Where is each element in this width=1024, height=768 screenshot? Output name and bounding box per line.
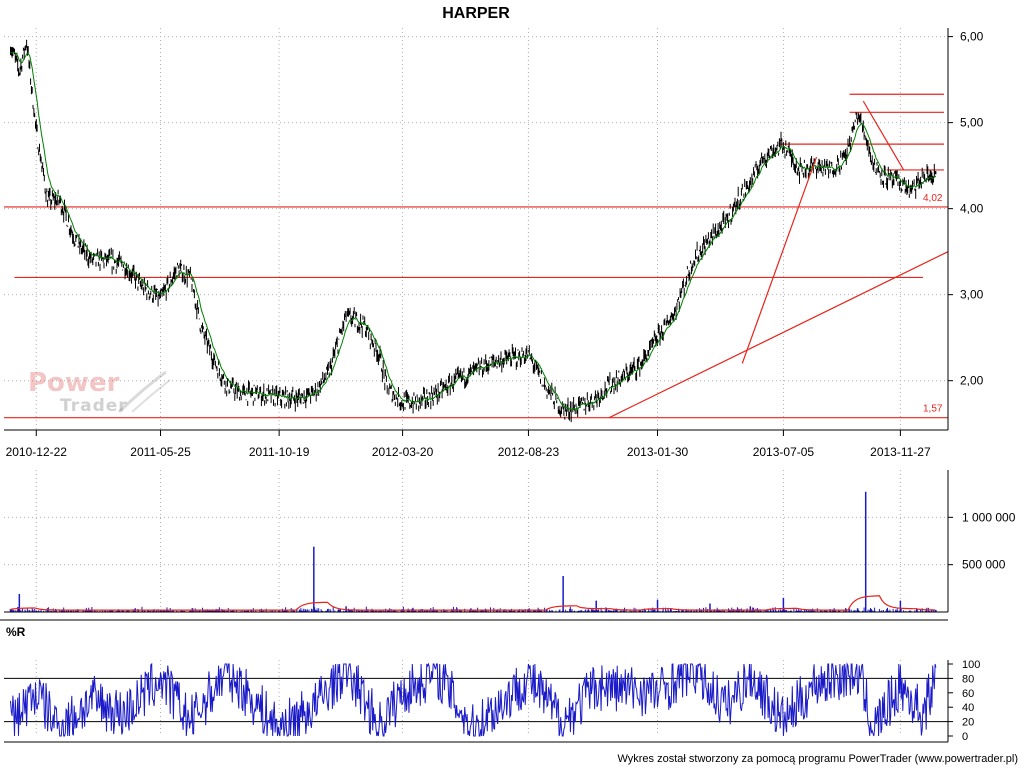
- price-annotations: 4,02 1,57: [923, 193, 943, 415]
- volume-bars: [9, 491, 937, 612]
- williams-r-y-ticks: 100 80 60 40 20 0: [948, 659, 980, 743]
- volume-average: [10, 595, 936, 611]
- volume-tick-label: 500 000: [962, 558, 1006, 572]
- date-axis: 2010-12-22 2011-05-25 2011-10-19 2012-03-20…: [6, 430, 931, 459]
- date-tick-label: 2010-12-22: [6, 445, 68, 459]
- logo-swoosh-icon: [117, 370, 171, 414]
- volume-grid: [4, 470, 948, 612]
- date-tick-label: 2011-05-25: [130, 445, 191, 459]
- powertrader-logo: Power Trader: [24, 368, 174, 424]
- volume-average-line: [10, 595, 936, 611]
- date-tick-label: 2013-01-30: [627, 445, 689, 459]
- logo-trader-text: Trader: [60, 396, 128, 416]
- price-tick-label: 4,00: [960, 202, 984, 216]
- williams-r-tick-label: 80: [962, 673, 974, 685]
- williams-r-panel: %R 100 80 60 40 20 0: [0, 619, 980, 743]
- logo-power-text: Power: [28, 368, 120, 398]
- price-y-ticks: 6,00 5,00 4,00 3,00 2,00: [948, 30, 984, 388]
- price-panel: 6,00 5,00 4,00 3,00 2,00 4,02 1,57: [4, 28, 984, 431]
- price-annotation-label: 4,02: [923, 193, 943, 204]
- price-tick-label: 3,00: [960, 288, 984, 302]
- date-tick-label: 2012-08-23: [498, 445, 560, 459]
- williams-r-tick-label: 40: [962, 702, 974, 714]
- williams-r-tick-label: 0: [962, 731, 968, 743]
- trend-line: [862, 100, 905, 171]
- price-tick-label: 2,00: [960, 374, 984, 388]
- indicator-title: %R: [6, 625, 26, 639]
- date-tick-label: 2011-10-19: [249, 445, 310, 459]
- trend-line: [741, 156, 818, 364]
- price-horizontal-lines: [4, 93, 948, 419]
- price-series: [10, 39, 937, 423]
- price-trendlines: [608, 100, 949, 419]
- date-tick-label: 2012-03-20: [372, 445, 434, 459]
- volume-tick-label: 1 000 000: [962, 510, 1016, 524]
- williams-r-series: [10, 662, 937, 737]
- volume-panel: 1 000 000 500 000: [4, 470, 1016, 613]
- price-tick-label: 6,00: [960, 30, 984, 44]
- williams-r-tick-label: 20: [962, 717, 974, 729]
- williams-r-line: [10, 662, 937, 737]
- williams-r-tick-label: 60: [962, 688, 974, 700]
- williams-r-tick-label: 100: [962, 659, 980, 671]
- price-moving-average: [10, 51, 937, 411]
- date-tick-label: 2013-11-27: [870, 445, 931, 459]
- volume-y-ticks: 1 000 000 500 000: [948, 510, 1016, 572]
- footer-credit: Wykres został stworzony za pomocą progra…: [617, 753, 1018, 765]
- price-tick-label: 5,00: [960, 116, 984, 130]
- price-bars: [10, 39, 937, 423]
- date-tick-label: 2013-07-05: [753, 445, 815, 459]
- price-grid: [4, 28, 948, 430]
- chart-title: HARPER: [442, 5, 510, 22]
- price-annotation-label: 1,57: [923, 404, 943, 415]
- trend-line: [608, 251, 949, 419]
